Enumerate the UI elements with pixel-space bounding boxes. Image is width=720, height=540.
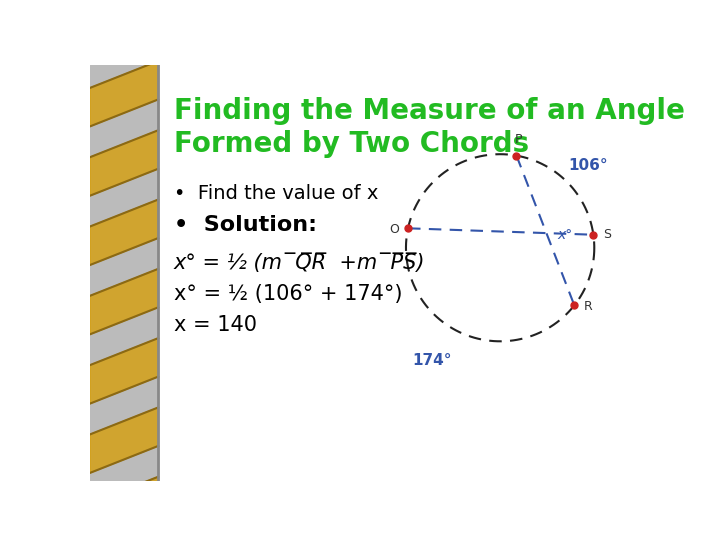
Text: •  Find the value of x: • Find the value of x: [174, 184, 378, 203]
Polygon shape: [90, 130, 158, 195]
Text: •  Solution:: • Solution:: [174, 215, 317, 235]
Text: 174°: 174°: [413, 353, 452, 368]
Text: R: R: [584, 300, 593, 313]
Text: Finding the Measure of an Angle: Finding the Measure of an Angle: [174, 97, 685, 125]
Polygon shape: [90, 477, 158, 540]
Text: O: O: [389, 224, 399, 237]
Bar: [90, 65, 158, 481]
Text: 106°: 106°: [568, 158, 608, 173]
Polygon shape: [90, 338, 158, 403]
Text: P: P: [514, 133, 522, 146]
Text: x = 140: x = 140: [174, 315, 257, 335]
Polygon shape: [90, 269, 158, 334]
Polygon shape: [90, 200, 158, 265]
Text: S: S: [603, 228, 611, 241]
Text: Formed by Two Chords: Formed by Two Chords: [174, 130, 528, 158]
Polygon shape: [90, 61, 158, 126]
Text: x° = ½ (106° + 174°): x° = ½ (106° + 174°): [174, 284, 402, 304]
Polygon shape: [90, 0, 158, 57]
Text: x°: x°: [557, 228, 572, 241]
Polygon shape: [90, 408, 158, 473]
Text: x° = ½ (m  ̅Q̅R̅  +m  ̅P̅S̅): x° = ½ (m ̅Q̅R̅ +m ̅P̅S̅): [174, 253, 426, 273]
